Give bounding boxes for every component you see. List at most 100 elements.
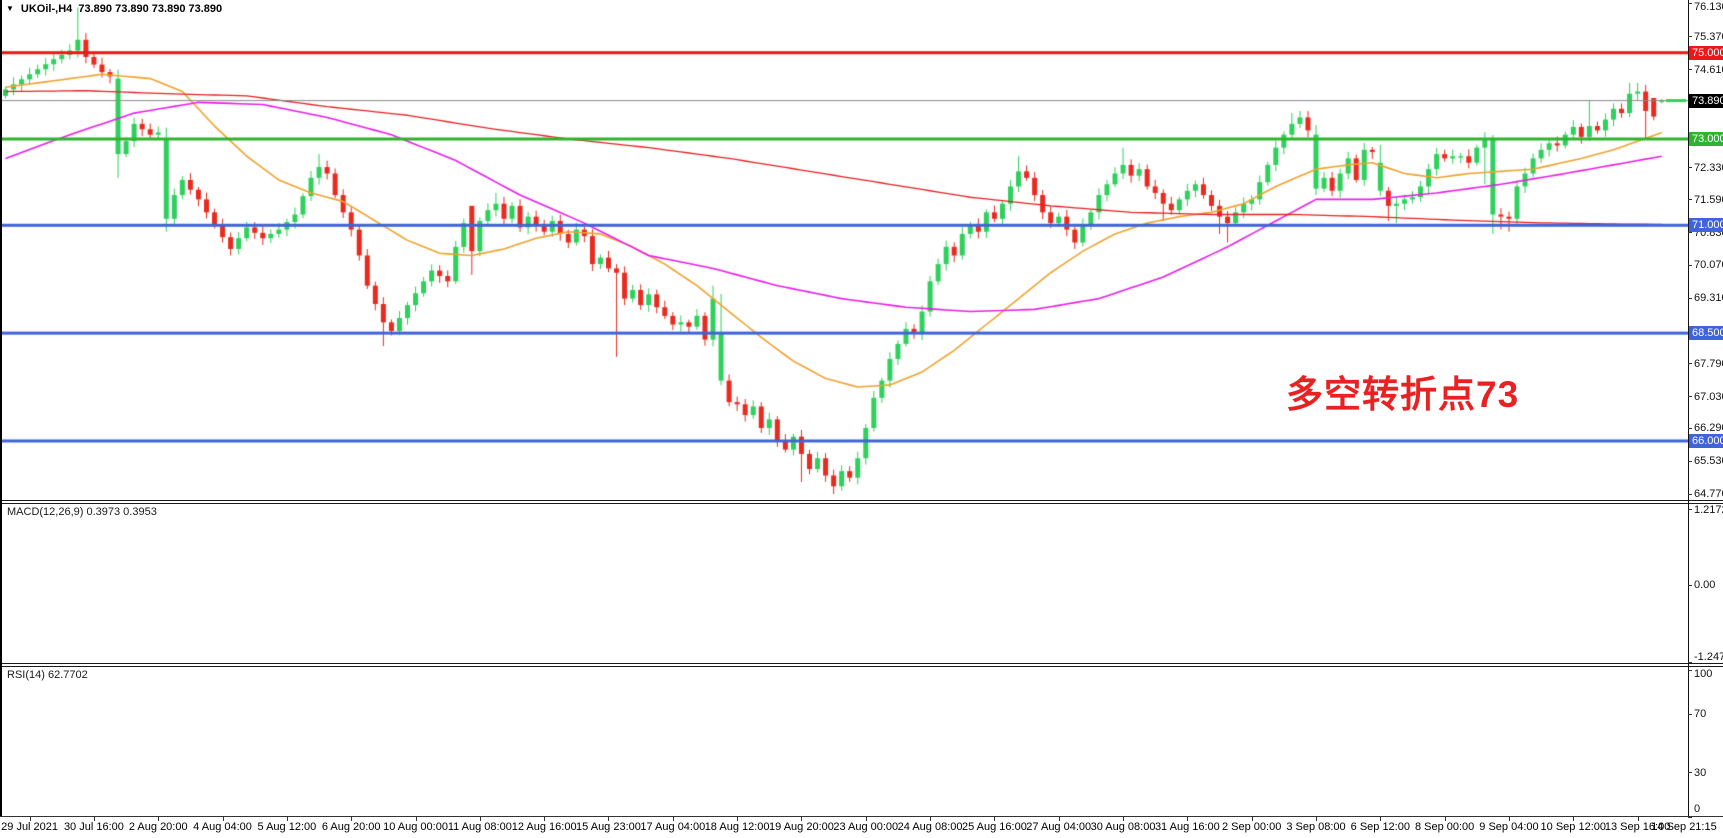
time-tick-mark: [994, 817, 996, 821]
time-tick-mark: [479, 817, 481, 821]
axis-tick-mark: [1688, 199, 1692, 201]
panel-separator: [0, 500, 1723, 501]
time-axis-label: 6 Sep 12:00: [1350, 821, 1410, 833]
price-axis-label: 72.330: [1694, 161, 1723, 174]
axis-tick-mark: [1688, 493, 1692, 495]
annotation-text: 多空转折点73: [1286, 374, 1520, 415]
symbol-label: UKOil-,H4: [20, 3, 73, 15]
time-tick-mark: [608, 817, 610, 821]
price-level-badge: 66.000: [1689, 433, 1723, 448]
chevron-down-icon[interactable]: ▼: [6, 4, 14, 13]
macd-label: MACD(12,26,9) 0.3973 0.3953: [7, 506, 157, 518]
time-tick-mark: [29, 817, 31, 821]
time-tick-mark: [1380, 817, 1382, 821]
time-axis-label: 30 Jul 16:00: [63, 821, 124, 833]
macd-axis-label: -1.2479: [1694, 651, 1723, 663]
ohlc-quotes: 73.890 73.890 73.890 73.890: [78, 3, 223, 15]
axis-tick-mark: [1688, 36, 1692, 38]
price-axis-label: 70.070: [1694, 259, 1723, 272]
time-axis-label: 12 Aug 16:00: [511, 821, 577, 833]
macd-axis-label: 1.2172: [1694, 504, 1723, 516]
time-tick-mark: [1316, 817, 1317, 821]
time-axis-label: 6 Aug 20:00: [321, 821, 381, 833]
rsi-axis-label: 0: [1694, 803, 1701, 815]
rsi-panel: [0, 667, 1688, 816]
macd-axis-label: 0.00: [1694, 579, 1716, 591]
time-tick-mark: [1573, 817, 1575, 821]
time-tick-mark: [1444, 817, 1446, 821]
time-tick-mark: [801, 817, 803, 821]
axis-tick-mark: [1688, 264, 1692, 266]
time-axis[interactable]: 29 Jul 2021 30 Jul 16:00 2 Aug 20:00 4 Aug …: [0, 816, 1723, 838]
price-axis-label: 76.130: [1694, 1, 1723, 13]
current-price-badge: 73.890: [1689, 93, 1723, 108]
price-axis-label: 67.790: [1694, 357, 1723, 370]
axis-tick-mark: [1688, 427, 1692, 429]
axis-tick-mark: [1688, 816, 1692, 818]
time-axis-label: 18 Aug 12:00: [704, 821, 770, 833]
price-axis-label: 71.590: [1694, 193, 1723, 206]
time-tick-mark: [415, 817, 417, 821]
time-axis-label: 25 Aug 16:00: [961, 821, 1027, 833]
time-axis-label: 2 Aug 20:00: [128, 821, 188, 833]
time-tick-mark: [158, 817, 160, 821]
time-axis-label: 13 Sep 16:00: [1604, 821, 1671, 833]
time-tick-mark: [1058, 817, 1060, 821]
time-tick-mark: [1251, 817, 1253, 821]
price-axis-label: 64.770: [1694, 488, 1723, 501]
time-axis-label: 8 Sep 00:00: [1414, 821, 1475, 833]
panel-separator: [0, 503, 1723, 504]
time-tick-mark: [286, 817, 288, 821]
axis-tick-mark: [1688, 669, 1692, 671]
time-axis-label: 15 Aug 23:00: [576, 821, 641, 833]
time-tick-mark: [1187, 817, 1189, 821]
time-axis-label: 23 Aug 00:00: [833, 821, 899, 833]
time-axis-label: 9 Sep 04:00: [1479, 821, 1539, 833]
time-tick-mark: [930, 817, 932, 821]
price-axis-label: 69.310: [1694, 292, 1723, 305]
time-axis-label: 11 Aug 08:00: [447, 821, 512, 833]
axis-tick-mark: [1688, 363, 1692, 365]
time-tick-mark: [737, 817, 739, 821]
symbol-title: ▼ UKOil-,H4 73.890 73.890 73.890 73.890: [6, 3, 222, 15]
time-axis-label: 24 Aug 08:00: [897, 821, 963, 833]
panel-separator: [0, 666, 1723, 667]
price-axis-border: [1688, 0, 1689, 816]
time-axis-label: 14 Sep 21:15: [1651, 821, 1717, 833]
time-tick-mark: [544, 817, 546, 821]
time-axis-label: 2 Sep 00:00: [1222, 821, 1282, 833]
axis-tick-mark: [1688, 584, 1692, 586]
price-level-badge: 71.000: [1689, 218, 1723, 233]
price-axis-label: 65.530: [1694, 455, 1723, 468]
time-tick-mark: [1637, 817, 1639, 821]
axis-tick-mark: [1688, 396, 1692, 398]
price-axis-label: 67.030: [1694, 390, 1723, 403]
axis-tick-mark: [1688, 662, 1692, 664]
time-tick-mark: [222, 817, 224, 821]
axis-tick-mark: [1688, 69, 1692, 71]
rsi-axis-label: 70: [1694, 708, 1707, 721]
macd-panel: [0, 504, 1688, 663]
axis-tick-mark: [1688, 772, 1692, 774]
time-tick-mark: [1508, 817, 1510, 821]
axis-tick-mark: [1688, 232, 1692, 234]
axis-tick-mark: [1688, 460, 1692, 462]
time-axis-label: 27 Aug 04:00: [1026, 821, 1092, 833]
rsi-axis-label: 30: [1694, 766, 1707, 779]
time-axis-label: 10 Sep 12:00: [1540, 821, 1606, 833]
panel-separator: [0, 663, 1723, 664]
price-level-badge: 73.000: [1689, 131, 1723, 146]
time-axis-label: 10 Aug 00:00: [383, 821, 448, 833]
main-chart-canvas[interactable]: [0, 0, 1688, 500]
axis-tick-mark: [1688, 3, 1692, 5]
axis-tick-mark: [1688, 297, 1692, 299]
price-axis-label: 74.610: [1694, 63, 1723, 76]
time-axis-label: 29 Jul 2021: [1, 821, 59, 833]
time-tick-mark: [351, 817, 353, 821]
rsi-axis-label: 100: [1694, 668, 1713, 680]
time-tick-mark: [672, 817, 674, 821]
axis-tick-mark: [1688, 167, 1692, 169]
rsi-label: RSI(14) 62.7702: [7, 669, 88, 681]
price-axis-label: 75.370: [1694, 30, 1723, 43]
